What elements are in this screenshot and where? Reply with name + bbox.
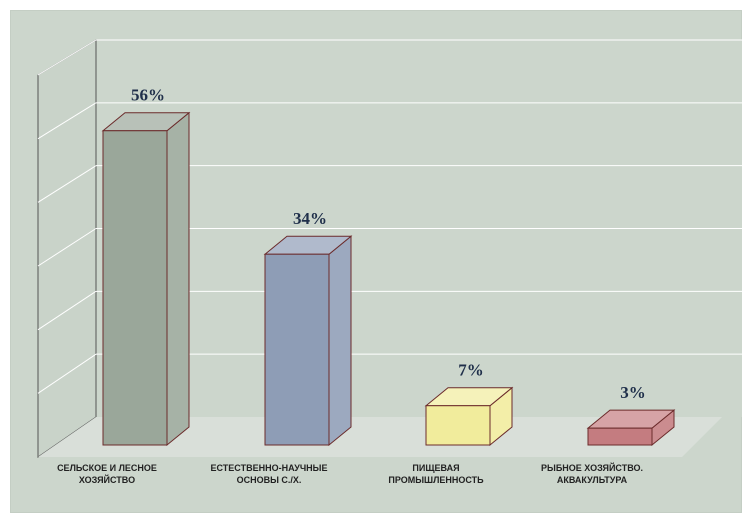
side-wall [37,39,97,458]
bar-front [587,427,653,446]
value-label: 34% [293,209,327,228]
gridline-side [37,290,97,331]
floor [38,417,722,457]
category-label: РЫБНОЕ ХОЗЯЙСТВО. [541,462,643,473]
gridline-side [37,228,97,267]
bar-front [425,405,491,446]
bar [101,111,191,447]
gridline-side [37,165,97,203]
category-label: ОСНОВЫ С./Х. [237,475,302,485]
category-label: СЕЛЬСКОЕ И ЛЕСНОЕ [57,463,157,473]
category-label: ХОЗЯЙСТВО [79,474,135,485]
category-label: ЕСТЕСТВЕННО-НАУЧНЫЕ [211,463,328,473]
category-label: ПРОМЫШЛЕННОСТЬ [388,475,484,485]
bar-side [166,111,190,447]
gridlines [37,39,742,394]
gridline-side [37,102,97,140]
bar-front [264,253,330,446]
value-label: 7% [458,361,484,380]
bar [586,409,676,447]
category-label: АКВАКУЛЬТУРА [557,475,628,485]
gridline-side [37,353,97,394]
bar [263,235,353,447]
bar-side [328,235,352,447]
bar-front [102,130,168,446]
category-label: ПИЩЕВАЯ [412,463,459,473]
value-label: 56% [131,86,165,105]
value-label: 3% [620,383,646,402]
bar [424,386,514,447]
bars [101,111,676,447]
value-labels: 56% 34% 7% 3% [131,86,646,402]
gridline-side [37,39,97,76]
